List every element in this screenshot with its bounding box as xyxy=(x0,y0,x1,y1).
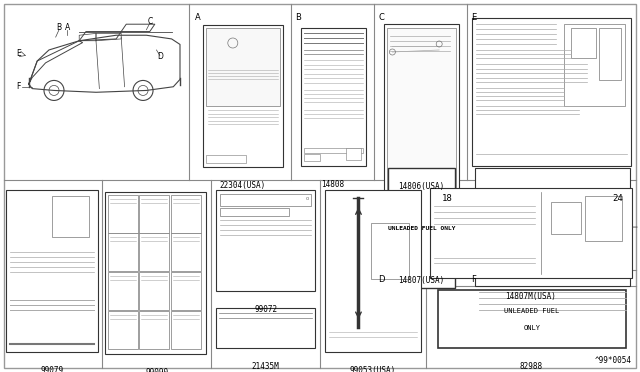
Bar xyxy=(244,53,257,65)
Bar xyxy=(140,311,170,349)
Bar xyxy=(475,169,630,286)
Bar xyxy=(172,195,202,233)
Bar xyxy=(429,189,632,278)
Bar xyxy=(304,154,320,161)
Bar xyxy=(108,272,138,310)
Bar xyxy=(216,190,315,291)
Text: D: D xyxy=(157,52,163,61)
Text: 14807(USA): 14807(USA) xyxy=(397,276,444,285)
Bar xyxy=(172,233,202,272)
Bar xyxy=(346,148,362,160)
Text: o: o xyxy=(305,196,308,201)
Bar xyxy=(371,223,409,279)
Bar xyxy=(52,196,89,237)
Bar xyxy=(304,148,364,153)
Bar xyxy=(106,192,206,354)
Text: 82988: 82988 xyxy=(519,362,542,371)
Text: 99090: 99090 xyxy=(145,368,168,372)
Bar xyxy=(6,190,99,352)
Text: UNLEADED FUEL: UNLEADED FUEL xyxy=(504,308,559,314)
Bar xyxy=(472,18,631,166)
Bar xyxy=(387,28,456,258)
Text: E: E xyxy=(17,49,21,58)
Text: 22304(USA): 22304(USA) xyxy=(220,182,266,190)
Bar xyxy=(108,311,138,349)
Text: E: E xyxy=(471,13,476,22)
Text: 14807M(USA): 14807M(USA) xyxy=(506,292,556,301)
Bar xyxy=(208,55,226,65)
Text: 14808: 14808 xyxy=(321,180,344,189)
Bar xyxy=(239,35,259,50)
Text: 21435M: 21435M xyxy=(252,362,280,371)
Bar xyxy=(140,233,170,272)
Text: 99053(USA): 99053(USA) xyxy=(349,366,396,372)
Text: F: F xyxy=(471,275,476,284)
Bar xyxy=(108,195,138,233)
Bar xyxy=(220,195,311,206)
Bar xyxy=(140,195,170,233)
Text: D: D xyxy=(378,275,385,284)
Bar xyxy=(108,233,138,272)
Bar xyxy=(172,311,202,349)
Text: C: C xyxy=(147,17,152,26)
Bar xyxy=(301,28,366,166)
Bar xyxy=(438,291,626,348)
Text: B: B xyxy=(295,13,301,22)
Bar xyxy=(172,272,202,310)
Bar xyxy=(206,155,246,163)
Bar xyxy=(388,169,455,288)
Bar xyxy=(551,202,581,234)
Bar xyxy=(220,208,289,217)
Text: B: B xyxy=(56,23,61,32)
Bar xyxy=(564,24,625,106)
Text: ^99*0054: ^99*0054 xyxy=(595,356,632,365)
Bar xyxy=(203,25,283,167)
Bar xyxy=(599,28,621,80)
Text: UNLEADED FUEL ONLY: UNLEADED FUEL ONLY xyxy=(388,225,456,231)
Text: 99072: 99072 xyxy=(254,305,277,314)
Text: ONLY: ONLY xyxy=(524,325,540,331)
Text: 24: 24 xyxy=(612,195,623,203)
Text: A: A xyxy=(195,13,200,22)
Bar xyxy=(586,196,622,241)
Bar xyxy=(140,272,170,310)
Bar xyxy=(325,190,420,352)
Text: 99079: 99079 xyxy=(40,366,64,372)
Bar xyxy=(208,37,236,55)
Bar xyxy=(385,24,460,262)
Text: 18: 18 xyxy=(442,195,452,203)
Text: 14806(USA): 14806(USA) xyxy=(397,182,444,192)
Bar xyxy=(228,57,243,65)
Bar xyxy=(206,28,280,106)
Bar xyxy=(571,28,596,58)
Text: C: C xyxy=(378,13,384,22)
Bar xyxy=(216,308,315,348)
Text: A: A xyxy=(65,23,70,32)
Text: F: F xyxy=(17,82,21,91)
